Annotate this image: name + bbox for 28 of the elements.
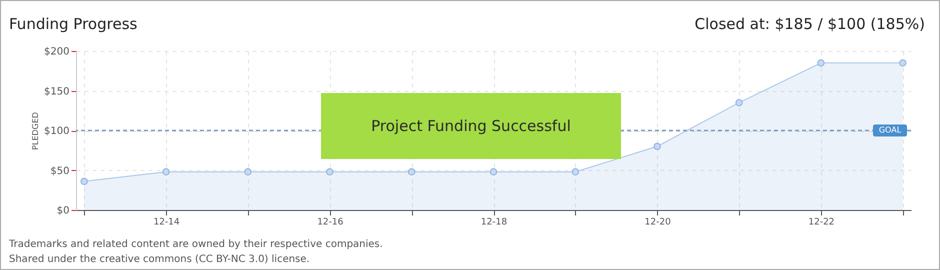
point <box>817 59 825 67</box>
y-tick-label: $200 <box>44 46 70 58</box>
point <box>80 178 88 186</box>
y-tick-label: $0 <box>56 206 70 216</box>
point <box>490 168 498 176</box>
x-tick-label: 12-16 <box>317 218 344 228</box>
text: Trademarks and related content are owned by their respective companies. <box>9 238 383 252</box>
point <box>326 168 334 176</box>
point <box>162 168 170 176</box>
annotation: Project Funding Successful <box>371 117 571 135</box>
ref-line-label: GOAL <box>878 126 902 134</box>
y-tick-label: $50 <box>50 166 70 177</box>
x-tick-label: 12-22 <box>808 218 835 228</box>
point <box>244 168 252 176</box>
point <box>654 142 661 150</box>
point <box>735 99 743 106</box>
chart-subtitle: Closed at: $185 / $100 (185%) <box>694 15 925 33</box>
point <box>572 168 580 176</box>
point <box>899 59 906 67</box>
x-tick-label: 12-20 <box>644 218 672 228</box>
text: Shared under the creative commons (CC BY-NC 3.0) license. <box>9 253 311 267</box>
x-tick-label: 12-14 <box>153 218 180 228</box>
y-tick-label: $150 <box>44 86 70 98</box>
x-tick-label: 12-18 <box>480 218 508 228</box>
y-tick-label: $100 <box>44 126 70 137</box>
y-axis-title: PLEDGED <box>31 112 40 150</box>
chart-title: Funding Progress <box>9 15 138 33</box>
point <box>408 168 416 176</box>
